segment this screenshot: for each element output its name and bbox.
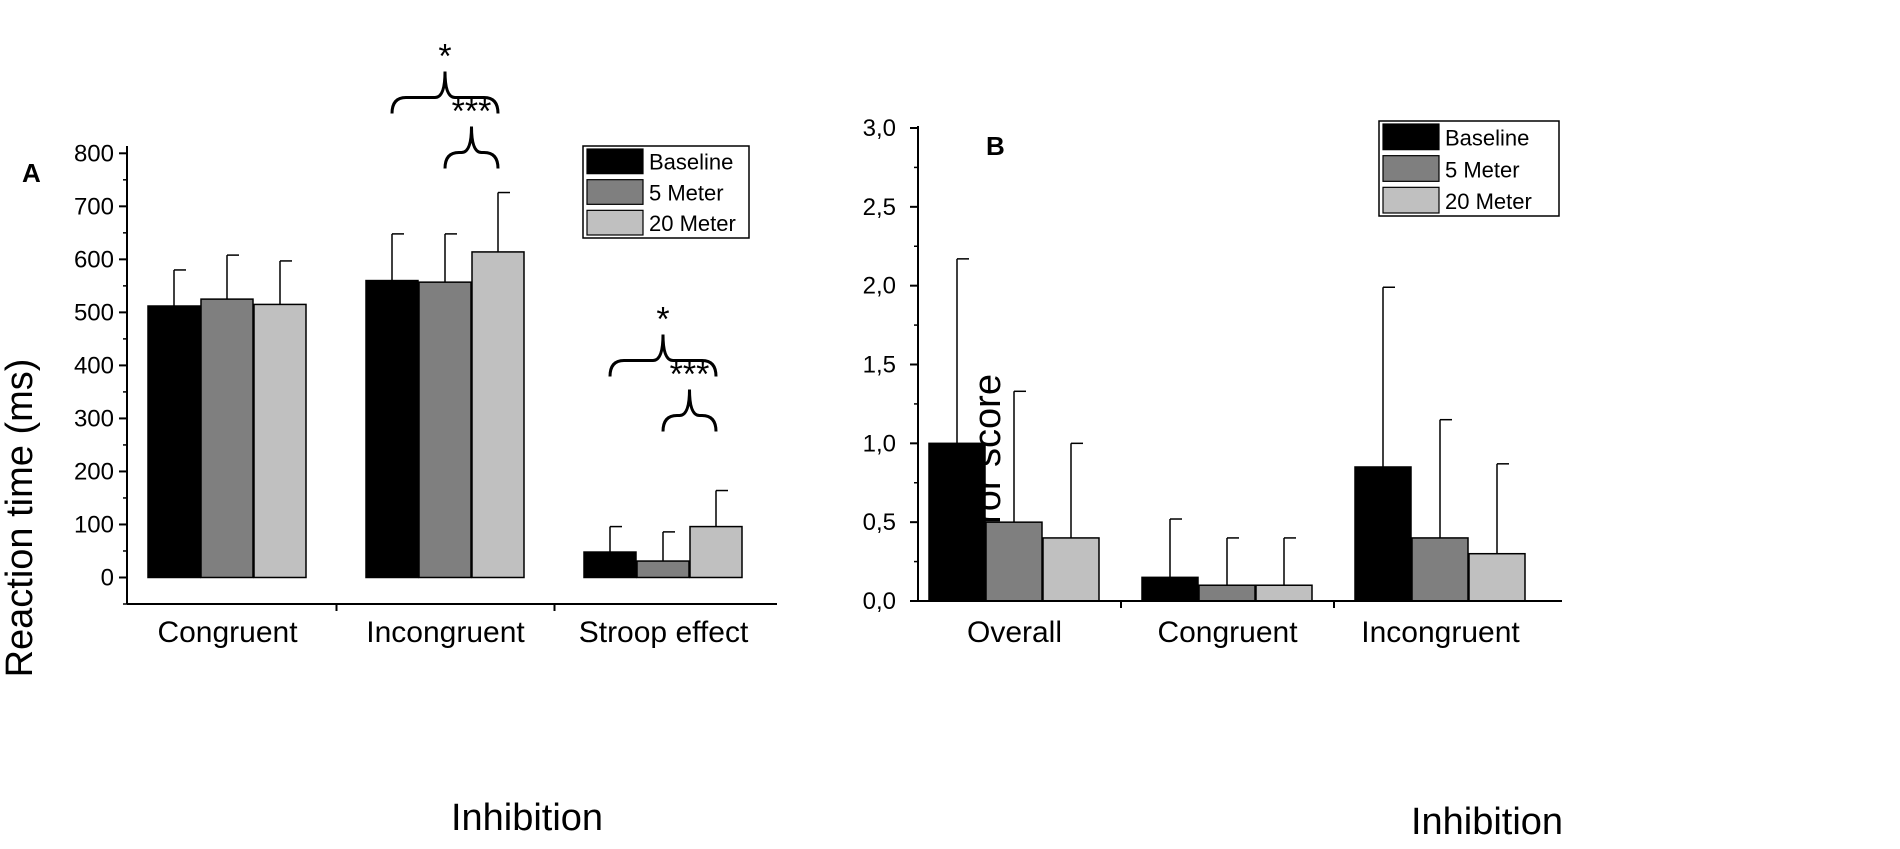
panel-b-category-label: Overall bbox=[967, 616, 1062, 649]
panel-a-bar-5-meter-congruent bbox=[200, 298, 254, 579]
panel-b-y-tick-label: 3,0 bbox=[863, 115, 896, 142]
panel-b-legend-swatch-5-meter bbox=[1382, 155, 1440, 182]
panel-b-bar-20-meter-overall bbox=[1042, 537, 1100, 602]
panel-a-category-label: Congruent bbox=[157, 616, 298, 649]
panel-a-bar-baseline-stroop-effect bbox=[583, 551, 637, 579]
panel-a-significance-bracket bbox=[443, 126, 500, 169]
panel-a-y-tick-label: 200 bbox=[74, 458, 114, 485]
panel-a-bar-20-meter-incongruent bbox=[471, 251, 525, 579]
panel-a-legend-swatch-5-meter bbox=[586, 179, 644, 205]
panel-b-legend-swatch-baseline bbox=[1382, 123, 1440, 151]
panel-a-significance-bracket bbox=[661, 389, 718, 432]
panel-a-y-tick-label: 400 bbox=[74, 352, 114, 379]
panel-b-chart: B Error score Inhibition Overall Congruen… bbox=[863, 115, 1563, 843]
panel-a-significance-label: *** bbox=[670, 356, 710, 394]
panel-a-y-axis-label: Reaction time (ms) bbox=[0, 359, 41, 678]
panel-a-y-tick-label: 600 bbox=[74, 246, 114, 273]
panel-b-legend-label: 5 Meter bbox=[1445, 157, 1520, 182]
panel-a-y-tick-label: 700 bbox=[74, 193, 114, 220]
panel-a-legend-swatch-20-meter bbox=[586, 209, 644, 236]
panel-b-legend-label: 20 Meter bbox=[1445, 189, 1532, 214]
panel-b-x-axis-label: Inhibition bbox=[1411, 801, 1563, 843]
panel-b-bar-baseline-congruent bbox=[1141, 576, 1199, 602]
panel-b-y-tick-label: 0,0 bbox=[863, 588, 896, 615]
panel-a-bar-20-meter-stroop-effect bbox=[689, 525, 743, 579]
panel-b-bar-20-meter-congruent bbox=[1255, 584, 1313, 602]
panel-a-y-tick-label: 300 bbox=[74, 405, 114, 432]
panel-a-category-label: Stroop effect bbox=[579, 616, 749, 649]
panel-a-significance-label: * bbox=[438, 38, 451, 76]
panel-a-y-tick-label: 800 bbox=[74, 140, 114, 167]
panel-a-category-label: Incongruent bbox=[366, 616, 525, 649]
panel-a-bar-baseline-congruent bbox=[147, 305, 201, 579]
panel-b-legend-swatch-20-meter bbox=[1382, 186, 1440, 214]
panel-b-y-tick-label: 1,5 bbox=[863, 352, 896, 379]
panel-a-legend-swatch-baseline bbox=[586, 148, 644, 175]
panel-b-bar-20-meter-incongruent bbox=[1468, 552, 1526, 602]
panel-a-y-tick-label: 500 bbox=[74, 299, 114, 326]
panel-a-significance-label: *** bbox=[452, 93, 492, 131]
panel-a-x-axis-label: Inhibition bbox=[451, 797, 603, 839]
panel-b-y-tick-label: 2,5 bbox=[863, 194, 896, 221]
panel-a-bar-5-meter-incongruent bbox=[418, 281, 472, 579]
panel-b-legend-label: Baseline bbox=[1445, 126, 1529, 151]
panel-a-legend-label: 5 Meter bbox=[649, 180, 724, 205]
panel-b-y-tick-label: 2,0 bbox=[863, 273, 896, 300]
panel-b-bar-baseline-incongruent bbox=[1354, 466, 1412, 602]
panel-a-significance-label: * bbox=[656, 301, 669, 339]
panel-b-bar-5-meter-incongruent bbox=[1411, 537, 1469, 602]
panel-b-category-label: Congruent bbox=[1157, 616, 1298, 649]
panel-a-bar-baseline-incongruent bbox=[365, 279, 419, 579]
panel-a-y-tick-label: 0 bbox=[101, 564, 114, 591]
panel-a-bar-20-meter-congruent bbox=[253, 303, 307, 579]
panel-a-y-tick-label: 100 bbox=[74, 511, 114, 538]
panel-b-letter: B bbox=[986, 131, 1005, 161]
panel-a-letter: A bbox=[22, 158, 41, 188]
panel-a-bar-5-meter-stroop-effect bbox=[636, 560, 690, 579]
panel-b-bar-5-meter-congruent bbox=[1198, 584, 1256, 602]
panel-a-legend-label: 20 Meter bbox=[649, 211, 736, 236]
panel-a-legend-label: Baseline bbox=[649, 150, 733, 175]
panel-b-category-label: Incongruent bbox=[1361, 616, 1520, 649]
panel-b-bar-5-meter-overall bbox=[985, 521, 1043, 602]
panel-b-bar-baseline-overall bbox=[928, 442, 986, 602]
panel-b-y-tick-label: 0,5 bbox=[863, 509, 896, 536]
panel-b-y-tick-label: 1,0 bbox=[863, 430, 896, 457]
panel-a-chart: A Reaction time (ms) Inhibition Congruen… bbox=[0, 38, 777, 839]
